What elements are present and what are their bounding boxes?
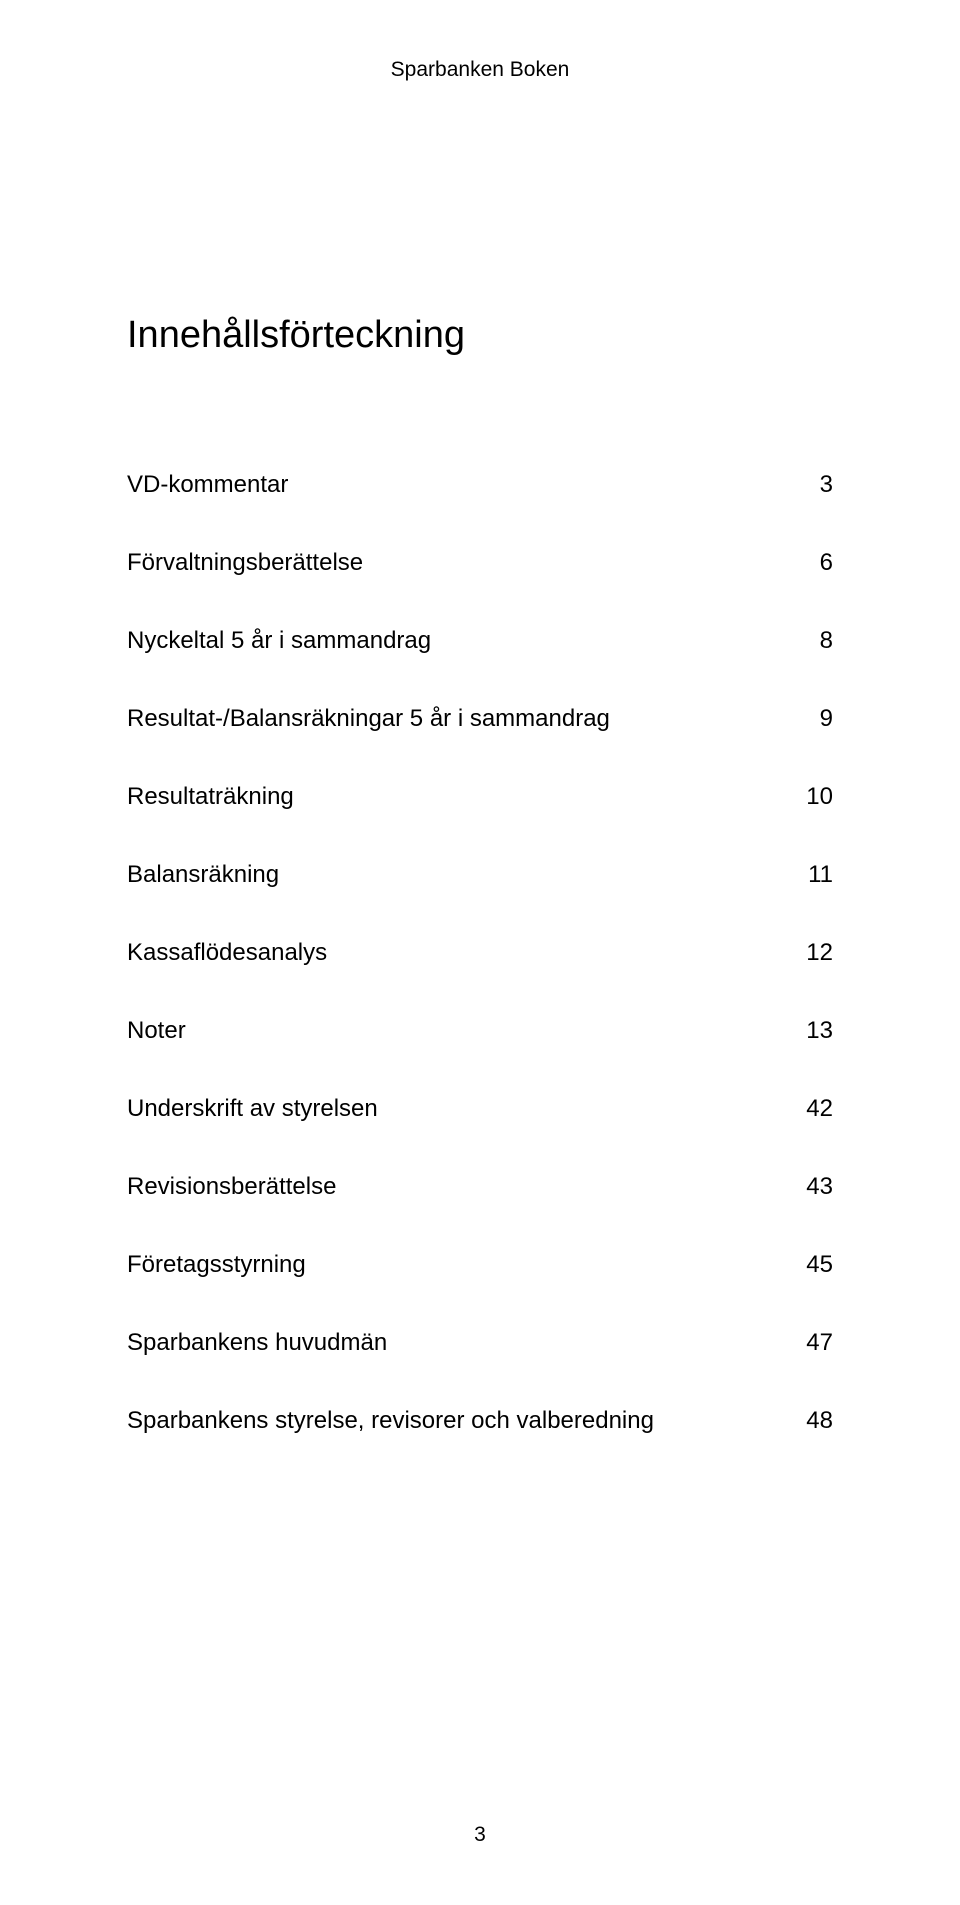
page-header: Sparbanken Boken: [0, 0, 960, 82]
toc-page: 42: [783, 1095, 833, 1123]
toc-item: Företagsstyrning 45: [127, 1251, 833, 1279]
toc-item: VD-kommentar 3: [127, 471, 833, 499]
toc-item: Resultat-/Balansräkningar 5 år i sammand…: [127, 705, 833, 733]
toc-page: 3: [783, 471, 833, 499]
toc-item: Sparbankens huvudmän 47: [127, 1329, 833, 1357]
toc-page: 43: [783, 1173, 833, 1201]
toc-label: Resultaträkning: [127, 783, 783, 811]
toc-item: Resultaträkning 10: [127, 783, 833, 811]
toc-label: Sparbankens styrelse, revisorer och valb…: [127, 1407, 783, 1435]
toc-item: Revisionsberättelse 43: [127, 1173, 833, 1201]
toc-label: Nyckeltal 5 år i sammandrag: [127, 627, 783, 655]
toc-page: 9: [783, 705, 833, 733]
toc-page: 6: [783, 549, 833, 577]
toc-page: 11: [783, 861, 833, 889]
toc-page: 10: [783, 783, 833, 811]
toc-item: Kassaflödesanalys 12: [127, 939, 833, 967]
toc-page: 13: [783, 1017, 833, 1045]
toc-label: Företagsstyrning: [127, 1251, 783, 1279]
header-text: Sparbanken Boken: [391, 58, 570, 81]
page-number-text: 3: [474, 1823, 486, 1846]
toc-page: 45: [783, 1251, 833, 1279]
toc-page: 12: [783, 939, 833, 967]
toc-label: Förvaltningsberättelse: [127, 549, 783, 577]
toc-label: Resultat-/Balansräkningar 5 år i sammand…: [127, 705, 783, 733]
toc-item: Underskrift av styrelsen 42: [127, 1095, 833, 1123]
content-area: Innehållsförteckning VD-kommentar 3 Förv…: [0, 82, 960, 1435]
toc-label: Noter: [127, 1017, 783, 1045]
page-number: 3: [0, 1823, 960, 1847]
toc-item: Sparbankens styrelse, revisorer och valb…: [127, 1407, 833, 1435]
toc-item: Noter 13: [127, 1017, 833, 1045]
toc-page: 48: [783, 1407, 833, 1435]
toc-item: Nyckeltal 5 år i sammandrag 8: [127, 627, 833, 655]
toc-list: VD-kommentar 3 Förvaltningsberättelse 6 …: [127, 471, 833, 1435]
toc-label: Underskrift av styrelsen: [127, 1095, 783, 1123]
toc-page: 47: [783, 1329, 833, 1357]
toc-label: Balansräkning: [127, 861, 783, 889]
toc-page: 8: [783, 627, 833, 655]
page-title: Innehållsförteckning: [127, 314, 833, 357]
toc-label: Revisionsberättelse: [127, 1173, 783, 1201]
toc-item: Förvaltningsberättelse 6: [127, 549, 833, 577]
toc-label: Kassaflödesanalys: [127, 939, 783, 967]
toc-label: VD-kommentar: [127, 471, 783, 499]
toc-label: Sparbankens huvudmän: [127, 1329, 783, 1357]
toc-item: Balansräkning 11: [127, 861, 833, 889]
